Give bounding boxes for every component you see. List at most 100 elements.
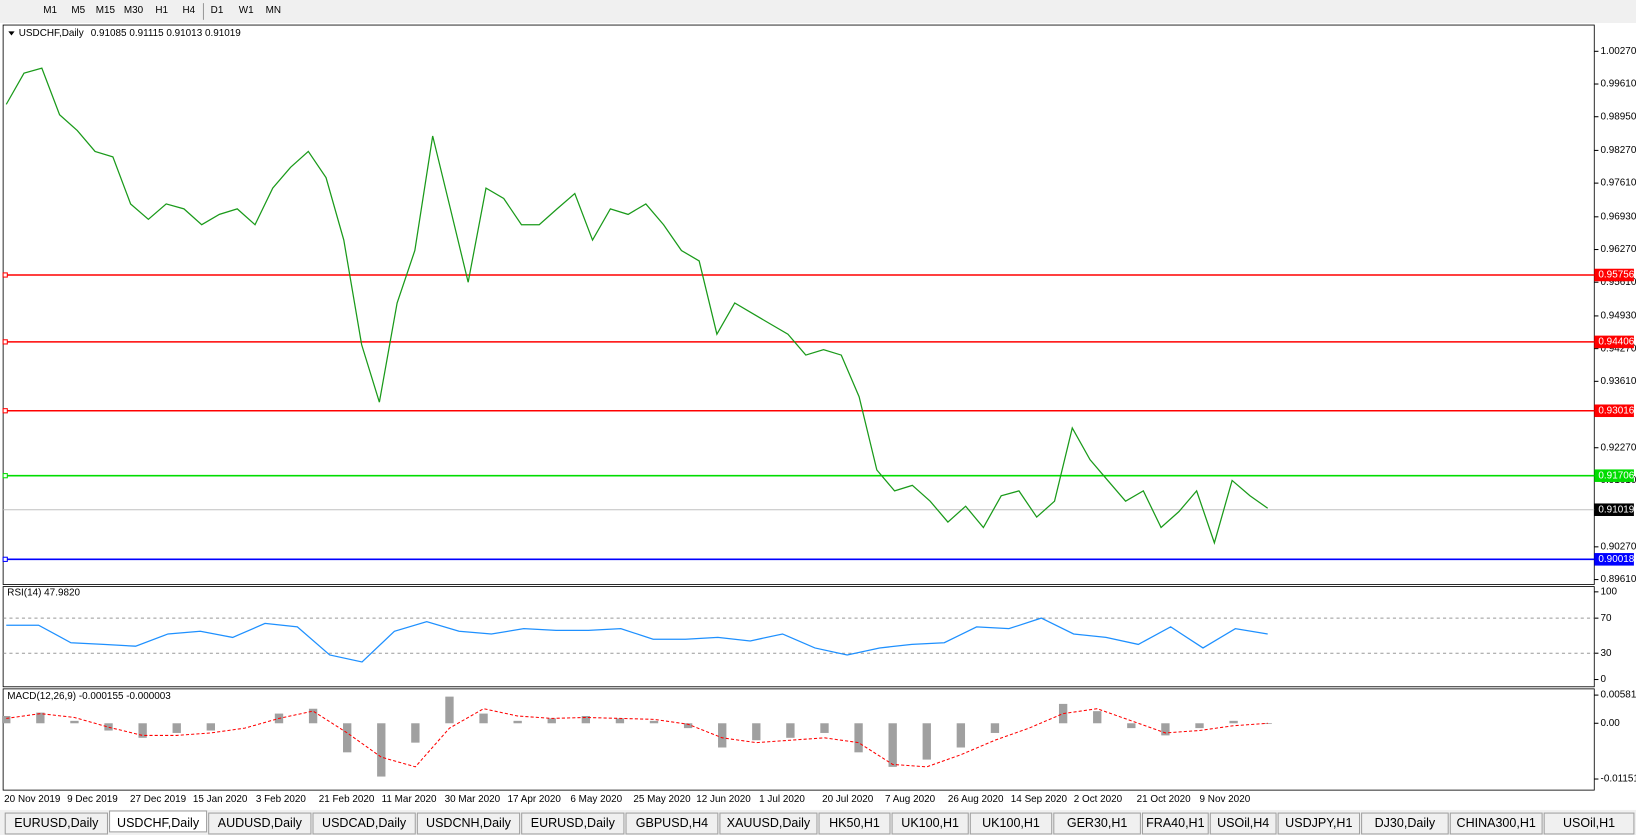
tab-label[interactable]: FRA40,H1 bbox=[1146, 816, 1204, 830]
y-tick-label: 1.00270 bbox=[1601, 46, 1636, 57]
macd-bar bbox=[308, 708, 318, 724]
y-tick-label: 0 bbox=[1601, 674, 1607, 685]
macd-bar bbox=[70, 720, 79, 724]
level-label-box bbox=[1594, 469, 1634, 482]
level-label-box bbox=[1594, 335, 1634, 349]
tab[interactable] bbox=[416, 812, 521, 835]
y-tick-label: 100 bbox=[1601, 586, 1618, 597]
macd-bar bbox=[615, 718, 625, 724]
x-tick-label: 26 Aug 2020 bbox=[948, 794, 1004, 805]
tab-label[interactable]: UK100,H1 bbox=[982, 816, 1040, 830]
timeframe-button[interactable]: M1 bbox=[43, 5, 57, 16]
x-tick-label: 12 Jun 2020 bbox=[696, 794, 751, 805]
macd-bar bbox=[752, 723, 761, 741]
tab[interactable] bbox=[4, 812, 108, 835]
tab-label[interactable]: XAUUSD,Daily bbox=[727, 816, 811, 830]
tab-label[interactable]: HK50,H1 bbox=[829, 816, 880, 830]
macd-bar bbox=[1195, 723, 1204, 729]
x-tick-label: 14 Sep 2020 bbox=[1011, 794, 1068, 805]
tab-label[interactable]: USDCHF,Daily bbox=[117, 816, 200, 830]
macd-bar bbox=[513, 720, 522, 724]
tab[interactable] bbox=[1277, 812, 1361, 835]
tab-label[interactable]: USOil,H4 bbox=[1217, 816, 1269, 830]
y-tick-label: 0.98950 bbox=[1601, 111, 1636, 122]
x-tick-label: 2 Oct 2020 bbox=[1074, 794, 1123, 805]
tab[interactable] bbox=[625, 812, 719, 835]
last-price-label: 0.91019 bbox=[1598, 504, 1634, 515]
tab[interactable] bbox=[891, 812, 969, 835]
x-tick-label: 21 Oct 2020 bbox=[1137, 794, 1191, 805]
x-tick-label: 15 Jan 2020 bbox=[193, 794, 248, 805]
x-tick-label: 27 Dec 2019 bbox=[130, 794, 187, 805]
menu-arrow bbox=[8, 31, 15, 36]
tab-label[interactable]: USDCAD,Daily bbox=[322, 816, 407, 830]
tab[interactable] bbox=[208, 812, 312, 835]
chart-header: USDCHF,Daily bbox=[19, 28, 84, 39]
level-label: 0.93016 bbox=[1598, 405, 1634, 416]
level-label-box bbox=[1594, 268, 1634, 282]
tab-label[interactable]: USDJPY,H1 bbox=[1285, 816, 1352, 830]
y-tick-label: 0.98270 bbox=[1601, 145, 1636, 156]
timeframe-button[interactable]: D1 bbox=[211, 5, 224, 16]
y-tick-label: -0.01151 bbox=[1601, 774, 1636, 785]
level-handle bbox=[2, 556, 8, 562]
macd-bar bbox=[479, 713, 488, 724]
macd-bar bbox=[820, 723, 829, 733]
tab[interactable] bbox=[719, 812, 818, 835]
tab-label[interactable]: EURUSD,Daily bbox=[531, 816, 616, 830]
tab[interactable] bbox=[818, 812, 891, 835]
tab-label[interactable]: USOil,H1 bbox=[1563, 816, 1615, 830]
level-label-box bbox=[1594, 404, 1634, 418]
tab[interactable] bbox=[521, 812, 625, 835]
tab[interactable] bbox=[312, 812, 416, 835]
y-tick-label: 0.94930 bbox=[1601, 311, 1636, 322]
macd-bar bbox=[683, 723, 693, 729]
macd-bar bbox=[411, 723, 420, 743]
y-tick-label: 0.93610 bbox=[1601, 376, 1636, 387]
timeframe-button[interactable]: M30 bbox=[124, 5, 144, 16]
y-tick-label: 0.92270 bbox=[1601, 442, 1636, 453]
tab[interactable] bbox=[1543, 812, 1635, 835]
macd-bar bbox=[854, 723, 863, 753]
level-label: 0.95756 bbox=[1598, 270, 1634, 281]
x-tick-label: 30 Mar 2020 bbox=[445, 794, 501, 805]
macd-bar bbox=[36, 712, 45, 724]
last-price-box bbox=[1594, 503, 1634, 516]
tab-label[interactable]: USDCNH,Daily bbox=[426, 816, 512, 830]
x-tick-label: 20 Jul 2020 bbox=[822, 794, 874, 805]
y-tick-label: 30 bbox=[1601, 648, 1613, 659]
macd-bar bbox=[1093, 711, 1102, 724]
tab[interactable] bbox=[109, 810, 208, 833]
tab-label[interactable]: AUDUSD,Daily bbox=[218, 816, 303, 830]
tab[interactable] bbox=[1141, 812, 1209, 835]
price-line bbox=[6, 617, 1268, 663]
tab-label[interactable]: CHINA300,H1 bbox=[1457, 816, 1536, 830]
tab[interactable] bbox=[1449, 812, 1543, 835]
timeframe-button[interactable]: H1 bbox=[155, 5, 168, 16]
timeframe-button[interactable]: H4 bbox=[183, 5, 196, 16]
tab[interactable] bbox=[1053, 812, 1141, 835]
tab-label[interactable]: GER30,H1 bbox=[1067, 816, 1128, 830]
tab[interactable] bbox=[969, 812, 1053, 835]
tab[interactable] bbox=[1361, 812, 1449, 835]
timeframe-button[interactable]: M15 bbox=[96, 5, 116, 16]
timeframe-button[interactable]: MN bbox=[266, 5, 281, 16]
timeframe-button[interactable]: M5 bbox=[71, 5, 85, 16]
x-tick-label: 20 Nov 2019 bbox=[4, 794, 61, 805]
tab-label[interactable]: GBPUSD,H4 bbox=[636, 816, 708, 830]
macd-bar bbox=[956, 723, 966, 748]
timeframe-button[interactable]: W1 bbox=[239, 5, 254, 16]
tab[interactable] bbox=[1209, 812, 1277, 835]
macd-bar bbox=[718, 723, 727, 748]
tab-label[interactable]: EURUSD,Daily bbox=[14, 816, 99, 830]
macd-bar bbox=[1127, 723, 1136, 729]
y-tick-label: 0.00 bbox=[1601, 718, 1621, 729]
y-tick-label: 0.005816 bbox=[1601, 690, 1636, 701]
tab-label[interactable]: DJ30,Daily bbox=[1375, 816, 1436, 830]
tab-label[interactable]: UK100,H1 bbox=[901, 816, 959, 830]
x-tick-label: 6 May 2020 bbox=[570, 794, 622, 805]
level-handle bbox=[2, 339, 8, 345]
macd-bar bbox=[990, 723, 1000, 733]
x-tick-label: 25 May 2020 bbox=[633, 794, 691, 805]
rsi-panel bbox=[2, 586, 1595, 688]
